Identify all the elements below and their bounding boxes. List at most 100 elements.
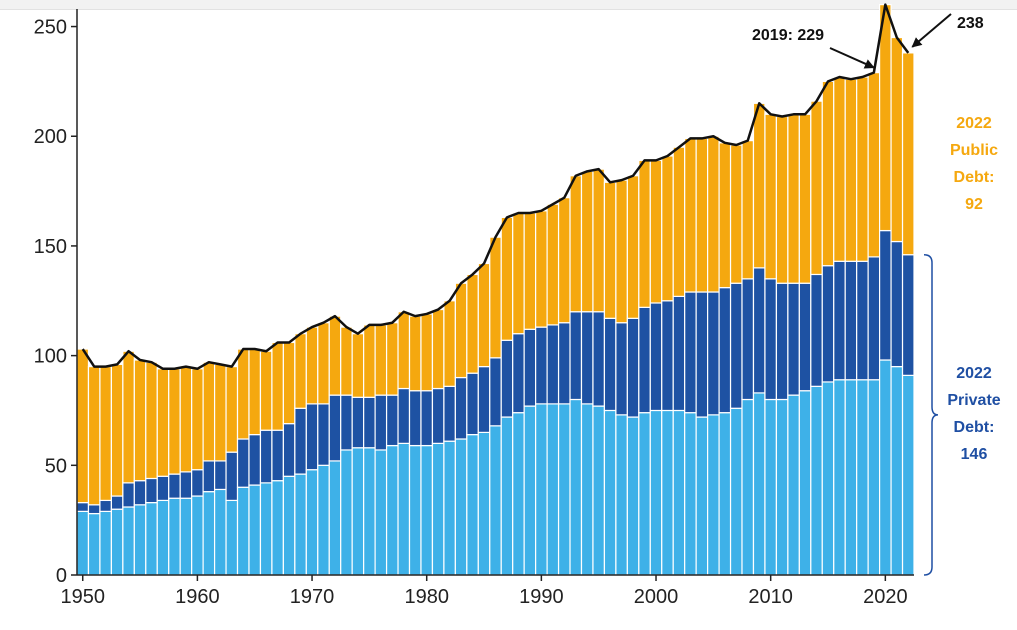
private-light-bar	[695, 416, 709, 576]
private-dark-bar	[844, 260, 858, 381]
public-debt-bar	[890, 36, 904, 243]
private-dark-bar	[707, 291, 720, 416]
private-dark-bar	[340, 394, 353, 451]
private-dark-bar	[294, 407, 307, 475]
private-light-bar	[890, 365, 904, 576]
private-dark-bar	[145, 477, 158, 504]
private-dark-bar	[718, 287, 732, 414]
x-tick-label: 1990	[519, 586, 564, 608]
private-light-bar	[99, 510, 113, 576]
private-light-bar	[569, 398, 583, 576]
public-debt-bar	[145, 361, 158, 480]
private-light-bar	[191, 495, 204, 576]
y-tick-label: 250	[34, 17, 67, 39]
public-debt-bar	[385, 322, 399, 396]
private-light-bar	[729, 407, 743, 576]
private-dark-bar	[87, 504, 101, 515]
public-debt-bar	[213, 363, 227, 462]
window-top-bar	[0, 0, 1017, 10]
private-light-bar	[156, 499, 170, 576]
public-debt-bar	[901, 52, 915, 256]
private-light-bar	[431, 442, 445, 576]
private-dark-bar	[397, 387, 411, 444]
public-debt-bar	[351, 333, 365, 398]
x-tick-label: 1980	[404, 586, 449, 608]
private-light-bar	[145, 502, 158, 576]
private-dark-bar	[878, 229, 892, 361]
private-dark-bar	[477, 365, 491, 433]
private-light-bar	[385, 444, 399, 576]
public-debt-bar	[741, 140, 755, 280]
private-light-bar	[294, 473, 307, 576]
private-dark-bar	[374, 394, 388, 451]
private-dark-bar	[661, 300, 674, 412]
public-debt-bar	[844, 78, 858, 262]
private-dark-bar	[649, 302, 663, 412]
public-debt-bar	[580, 170, 594, 313]
public-debt-bar	[420, 313, 434, 392]
public-debt-bar	[191, 368, 204, 471]
private-dark-bar	[580, 311, 594, 405]
public-debt-bar	[477, 262, 491, 368]
public-debt-bar	[512, 212, 525, 335]
private-dark-bar	[500, 339, 514, 418]
private-light-bar	[317, 464, 330, 576]
public-debt-bar	[466, 273, 479, 374]
public-debt-bar	[340, 326, 353, 396]
public-debt-bar	[798, 113, 812, 284]
public-debt-bar	[569, 175, 583, 313]
private-dark-bar	[764, 278, 778, 401]
public-debt-bar	[328, 315, 342, 396]
public-debt-year: 2022	[956, 115, 992, 132]
public-debt-bar	[408, 315, 422, 392]
private-light-bar	[202, 491, 216, 576]
private-dark-bar	[684, 291, 697, 414]
public-debt-bar	[156, 368, 170, 477]
private-light-bar	[557, 403, 571, 576]
private-light-bar	[752, 392, 766, 576]
private-dark-bar	[821, 265, 835, 383]
private-dark-bar	[225, 451, 239, 502]
private-dark-bar	[122, 482, 135, 508]
private-dark-bar	[592, 311, 606, 407]
private-dark-bar	[202, 460, 216, 493]
public-debt-bar	[523, 212, 537, 330]
private-light-bar	[615, 414, 628, 576]
private-light-bar	[787, 394, 800, 576]
private-light-bar	[833, 379, 846, 576]
private-dark-bar	[890, 240, 904, 368]
private-dark-bar	[546, 324, 560, 405]
x-tick-label: 2020	[863, 586, 908, 608]
private-dark-bar	[729, 282, 743, 409]
private-dark-bar	[76, 502, 90, 512]
private-dark-bar	[695, 291, 709, 418]
private-dark-bar	[466, 372, 479, 436]
public-debt-bar	[661, 155, 674, 302]
private-light-bar	[603, 409, 617, 576]
x-tick-label: 1970	[290, 586, 335, 608]
public-debt-bar	[443, 300, 456, 387]
public-debt-bar	[787, 113, 800, 284]
private-dark-bar	[420, 390, 434, 447]
private-light-bar	[512, 412, 525, 576]
public-debt-bar	[454, 282, 468, 379]
public-debt-bar	[684, 137, 697, 293]
public-debt-bar	[729, 144, 743, 284]
public-debt-bar	[282, 341, 296, 425]
private-dark-bar	[557, 322, 571, 405]
public-debt-value: 92	[965, 196, 983, 213]
public-debt-bar	[535, 210, 548, 328]
public-debt-bar	[317, 322, 330, 405]
public-debt-bar	[431, 308, 445, 390]
public-debt-bar	[752, 102, 766, 269]
private-dark-bar	[535, 326, 548, 405]
private-debt-value: 146	[961, 446, 988, 463]
private-light-bar	[764, 398, 778, 576]
public-debt-bar	[259, 350, 273, 431]
public-debt-bar	[592, 168, 606, 313]
latest-total-arrow	[911, 13, 952, 48]
x-tick-label: 1950	[60, 586, 105, 608]
private-dark-bar	[833, 260, 846, 381]
private-light-bar	[259, 482, 273, 576]
private-dark-bar	[672, 295, 686, 412]
